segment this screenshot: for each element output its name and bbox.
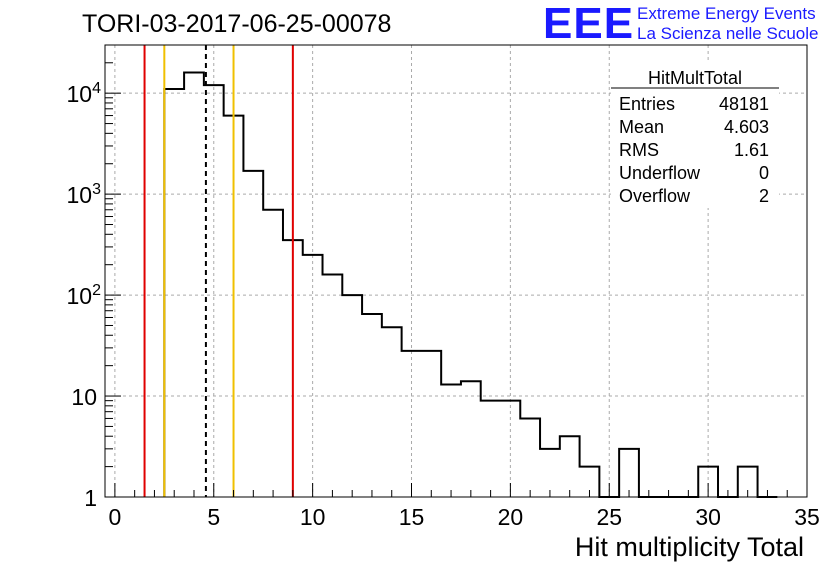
histogram-bin [342, 295, 362, 497]
histogram-bin [560, 436, 580, 497]
x-tick-label: 15 [399, 504, 425, 530]
histogram-bin [461, 381, 481, 497]
logo-line-2: La Scienza nelle Scuole [637, 24, 819, 43]
y-tick-label: 103 [67, 181, 102, 208]
stats-box [611, 62, 779, 208]
stats-label: Mean [619, 117, 664, 137]
x-axis-label: Hit multiplicity Total [574, 532, 804, 562]
histogram-bin [619, 449, 639, 497]
histogram-bin [184, 73, 204, 497]
plot-frame [104, 44, 808, 498]
histogram-bin [441, 385, 461, 497]
histogram-bin [303, 255, 323, 497]
histogram-bin [540, 449, 560, 497]
x-tick-label: 20 [498, 504, 524, 530]
chart-title: TORI-03-2017-06-25-00078 [82, 10, 392, 38]
stats-value: 0 [759, 163, 769, 183]
x-tick-label: 0 [108, 504, 121, 530]
histogram-bin [362, 314, 382, 497]
y-tick-label: 102 [67, 282, 102, 309]
stats-label: RMS [619, 140, 659, 160]
x-tick-label: 10 [300, 504, 326, 530]
histogram-bin [323, 274, 343, 497]
histogram-bin [243, 171, 263, 497]
x-tick-label: 35 [794, 504, 820, 530]
stats-label: Entries [619, 94, 675, 114]
y-tick-label: 104 [67, 80, 102, 107]
histogram-bin [402, 351, 422, 497]
y-tick-label: 1 [84, 485, 97, 511]
histogram-bin [421, 351, 441, 497]
x-tick-label: 30 [695, 504, 721, 530]
stats-value: 4.603 [724, 117, 769, 137]
y-tick-label: 10 [71, 384, 97, 410]
histogram-bin [263, 210, 283, 497]
x-tick-label: 5 [207, 504, 220, 530]
histogram-bin [500, 401, 520, 497]
eee-logo: EEE [543, 0, 635, 48]
histogram-bin [382, 327, 402, 497]
stats-value: 1.61 [734, 140, 769, 160]
logo-line-1: Extreme Energy Events [637, 4, 816, 23]
x-tick-label: 25 [596, 504, 622, 530]
stats-label: Underflow [619, 163, 701, 183]
stats-value: 2 [759, 186, 769, 206]
stats-title: HitMultTotal [648, 68, 742, 88]
stats-value: 48181 [719, 94, 769, 114]
stats-label: Overflow [619, 186, 691, 206]
histogram-bin [164, 89, 184, 497]
histogram-bin [481, 401, 501, 497]
histogram-bin [520, 418, 540, 497]
